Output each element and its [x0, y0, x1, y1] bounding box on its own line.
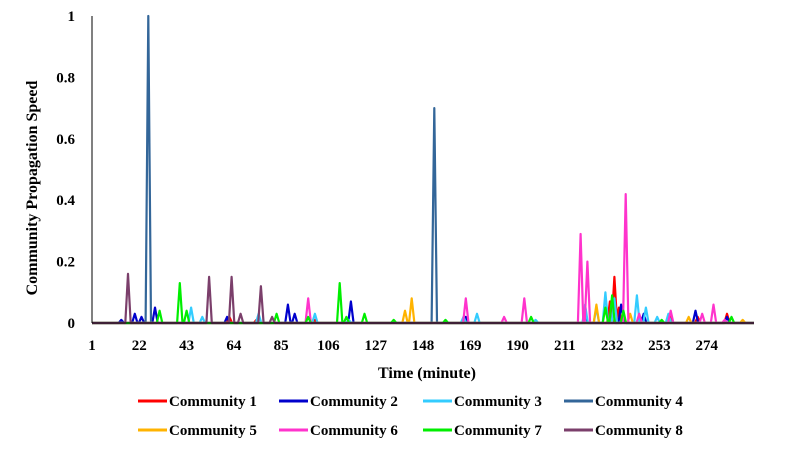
y-tick-label: 0.4 — [56, 193, 75, 209]
x-tick-label: 64 — [226, 338, 242, 354]
legend-label-3: Community 3 — [454, 394, 542, 410]
x-tick-label: 85 — [274, 338, 289, 354]
legend-label-5: Community 5 — [169, 423, 257, 439]
series-line-1 — [92, 275, 754, 325]
y-tick-label: 0.8 — [56, 70, 75, 86]
x-axis-title: Time (minute) — [378, 365, 476, 382]
x-tick-label: 232 — [601, 338, 624, 354]
y-tick-label: 0.2 — [56, 255, 75, 271]
legend-label-4: Community 4 — [595, 394, 683, 410]
series-line-3 — [92, 291, 754, 325]
x-tick-label: 1 — [88, 338, 96, 354]
legend-label-7: Community 7 — [454, 423, 542, 439]
tick-labels: 0 0.2 0.4 0.6 0.8 1 1 22 43 64 85 106 127 148 169 190 21… — [56, 9, 718, 354]
x-tick-label: 190 — [506, 338, 529, 354]
x-tick-label: 169 — [459, 338, 482, 354]
x-tick-label: 253 — [648, 338, 671, 354]
x-tick-label: 22 — [132, 338, 147, 354]
series-line-8 — [92, 272, 754, 325]
x-tick-label: 106 — [317, 338, 340, 354]
y-tick-label: 1 — [68, 9, 76, 25]
x-tick-label: 127 — [364, 338, 387, 354]
series-layer — [92, 14, 754, 325]
x-tick-label: 274 — [695, 338, 718, 354]
y-axis-title: Community Propagation Speed — [24, 80, 41, 295]
x-tick-label: 211 — [554, 338, 576, 354]
legend: Community 1 Community 2 Community 3 Communi… — [138, 394, 683, 439]
y-tick-label: 0 — [68, 316, 76, 332]
x-tick-label: 43 — [179, 338, 194, 354]
legend-label-1: Community 1 — [169, 394, 257, 410]
series-line-6 — [92, 193, 754, 325]
y-tick-label: 0.6 — [56, 132, 75, 148]
series-line-7 — [92, 282, 754, 325]
series-line-4 — [92, 14, 754, 325]
legend-label-2: Community 2 — [310, 394, 398, 410]
x-tick-label: 148 — [412, 338, 435, 354]
legend-label-6: Community 6 — [310, 423, 398, 439]
legend-label-8: Community 8 — [595, 423, 683, 439]
axis-layer — [91, 16, 754, 324]
